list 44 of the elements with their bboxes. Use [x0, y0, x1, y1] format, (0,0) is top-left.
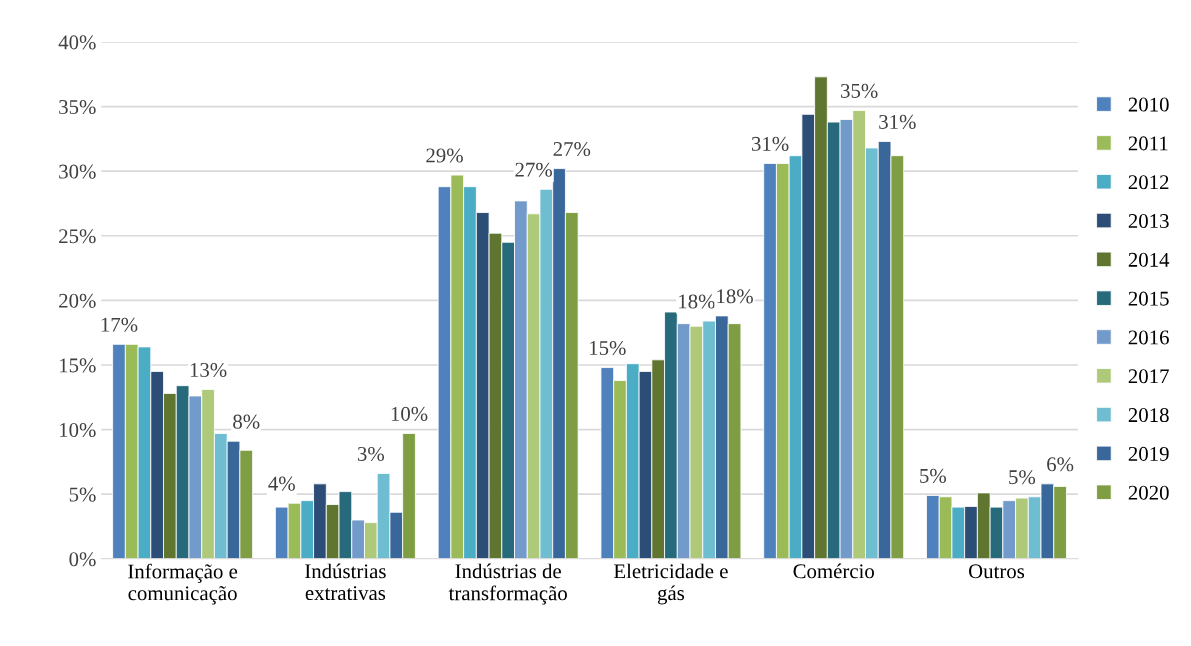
y-tick-label: 35%: [59, 99, 96, 115]
data-label: 17%: [101, 317, 138, 332]
legend-label: 2014: [1128, 252, 1170, 267]
legend-label: 2011: [1128, 136, 1168, 151]
data-label: 18%: [717, 289, 753, 304]
x-tick-label: Outros: [968, 564, 1025, 579]
data-label: 35%: [841, 83, 878, 98]
legend-label: 2017: [1128, 369, 1169, 384]
y-tick-label: 15%: [60, 358, 96, 373]
data-label: 10%: [391, 406, 428, 421]
data-label: 15%: [590, 340, 626, 356]
legend-label: 2012: [1128, 175, 1169, 190]
legend-label: 2020: [1128, 485, 1169, 500]
y-tick-label: 25%: [59, 229, 96, 244]
y-tick-label: 5%: [69, 487, 96, 502]
legend-label: 2010: [1128, 97, 1169, 112]
x-tick-label: Informação e comunicação: [128, 563, 238, 605]
data-label: 8%: [233, 414, 260, 429]
legend-label: 2013: [1128, 213, 1169, 229]
legend-label: 2018: [1128, 408, 1169, 423]
x-tick-label: Eletricidade e gás: [613, 563, 728, 605]
data-label: 4%: [268, 476, 295, 491]
data-label: 29%: [426, 148, 463, 163]
data-label: 31%: [879, 114, 916, 129]
y-tick-label: 20%: [59, 293, 96, 308]
data-label: 31%: [751, 136, 789, 151]
data-label: 27%: [553, 141, 591, 157]
y-tick-label: 40%: [58, 35, 96, 50]
data-label: 5%: [1009, 470, 1036, 485]
y-tick-label: 30%: [59, 164, 96, 179]
data-label: 27%: [515, 162, 552, 177]
x-tick-label: Comércio: [793, 563, 874, 579]
data-label: 18%: [679, 294, 715, 309]
data-label: 13%: [190, 362, 227, 378]
legend-label: 2019: [1128, 446, 1169, 461]
data-label: 6%: [1047, 457, 1074, 472]
data-label: 5%: [920, 468, 947, 483]
legend-label: 2015: [1128, 291, 1169, 306]
legend-label: 2016: [1128, 330, 1169, 345]
y-tick-label: 10%: [60, 422, 96, 438]
x-tick-label: Indústrias de transformação: [448, 563, 567, 605]
data-label: 3%: [357, 446, 385, 462]
y-tick-label: 0%: [69, 552, 96, 567]
x-tick-label: Indústrias extrativas: [305, 563, 386, 601]
